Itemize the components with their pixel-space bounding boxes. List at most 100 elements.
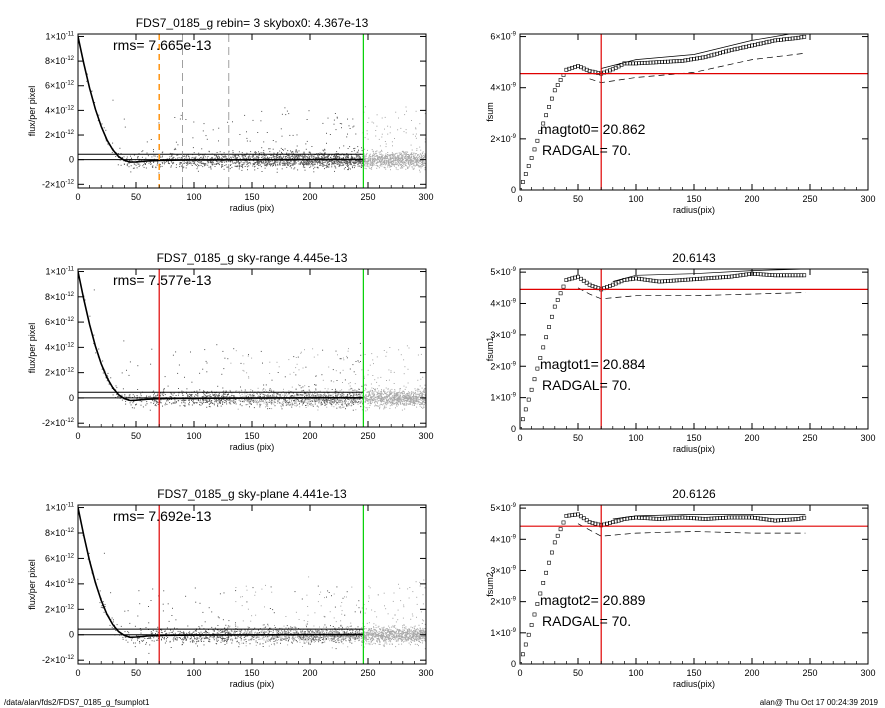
- pixel-point: [261, 110, 263, 112]
- pixel-point: [167, 161, 169, 163]
- pixel-point: [345, 161, 347, 163]
- pixel-point: [355, 133, 357, 135]
- pixel-point: [422, 151, 424, 153]
- pixel-point: [376, 388, 378, 390]
- pixel-point: [181, 402, 183, 404]
- pixel-point: [257, 163, 259, 165]
- pixel-point: [375, 162, 377, 164]
- pixel-point: [381, 149, 382, 151]
- pixel-point: [347, 165, 349, 167]
- pixel-point: [334, 113, 336, 114]
- pixel-point: [332, 393, 334, 395]
- pixel-point: [105, 377, 107, 379]
- pixel-point: [384, 162, 386, 164]
- pixel-point: [296, 392, 298, 394]
- pixel-point: [343, 162, 345, 163]
- pixel-point: [348, 383, 350, 385]
- pixel-point: [308, 163, 310, 164]
- pixel-point: [160, 395, 162, 397]
- pixel-point: [336, 163, 338, 165]
- pixel-point: [256, 164, 258, 166]
- pixel-point: [277, 154, 279, 156]
- pixel-point: [259, 164, 261, 166]
- pixel-point: [352, 162, 354, 163]
- pixel-point: [408, 396, 410, 398]
- pixel-point: [228, 158, 230, 160]
- pixel-point: [225, 158, 227, 160]
- pixel-point: [355, 374, 357, 375]
- pixel-point: [265, 160, 267, 162]
- pixel-point: [417, 399, 419, 401]
- pixel-point: [249, 161, 251, 163]
- pixel-point: [410, 397, 412, 399]
- pixel-point: [370, 158, 372, 160]
- pixel-point: [126, 158, 128, 160]
- pixel-point: [175, 395, 177, 396]
- pixel-point: [391, 397, 393, 399]
- pixel-point: [303, 393, 305, 395]
- pixel-point: [337, 153, 339, 154]
- pixel-point: [340, 403, 342, 405]
- pixel-point: [381, 155, 383, 157]
- fsum-lower-line: [589, 52, 806, 83]
- pixel-point: [195, 157, 196, 159]
- pixel-point: [265, 403, 267, 405]
- pixel-point: [251, 400, 253, 402]
- pixel-point: [138, 166, 140, 167]
- pixel-point: [386, 400, 388, 401]
- pixel-point: [413, 153, 415, 154]
- pixel-point: [257, 391, 259, 393]
- pixel-point: [155, 396, 157, 398]
- pixel-point: [154, 393, 155, 395]
- pixel-point: [357, 402, 359, 404]
- pixel-point: [308, 160, 310, 162]
- pixel-point: [423, 399, 425, 401]
- pixel-point: [217, 163, 219, 165]
- pixel-point: [412, 400, 414, 402]
- pixel-point: [272, 165, 273, 167]
- pixel-point: [295, 155, 297, 157]
- pixel-point: [371, 163, 373, 165]
- pixel-point: [344, 155, 346, 157]
- pixel-point: [275, 164, 276, 166]
- pixel-point: [221, 396, 223, 397]
- pixel-point: [293, 168, 295, 170]
- pixel-point: [380, 156, 382, 158]
- pixel-point: [422, 406, 424, 408]
- pixel-point: [297, 160, 299, 162]
- pixel-point: [294, 155, 296, 156]
- pixel-point: [389, 407, 391, 409]
- pixel-point: [220, 401, 222, 403]
- pixel-point: [317, 394, 319, 396]
- pixel-point: [399, 164, 401, 166]
- pixel-point: [327, 157, 329, 159]
- pixel-point: [289, 398, 291, 400]
- pixel-point: [411, 398, 412, 400]
- pixel-point: [175, 158, 177, 160]
- pixel-point: [384, 161, 385, 163]
- pixel-point: [381, 165, 383, 167]
- pixel-point: [410, 164, 412, 165]
- pixel-point: [391, 391, 393, 393]
- pixel-point: [412, 401, 414, 403]
- pixel-point: [419, 123, 421, 125]
- pixel-point: [209, 399, 211, 400]
- pixel-point: [372, 390, 373, 391]
- pixel-point: [307, 395, 309, 397]
- pixel-point: [383, 389, 385, 391]
- pixel-point: [186, 162, 188, 164]
- pixel-point: [391, 163, 393, 165]
- pixel-point: [365, 399, 367, 400]
- pixel-point: [372, 398, 374, 400]
- pixel-point: [169, 163, 170, 165]
- pixel-point: [218, 156, 220, 158]
- pixel-point: [193, 399, 194, 401]
- pixel-point: [361, 385, 363, 387]
- pixel-point: [361, 150, 363, 152]
- pixel-point: [274, 161, 276, 163]
- pixel-point: [230, 403, 232, 405]
- pixel-point: [366, 162, 368, 164]
- pixel-point: [359, 162, 361, 164]
- pixel-point: [225, 401, 227, 403]
- pixel-point: [313, 399, 315, 401]
